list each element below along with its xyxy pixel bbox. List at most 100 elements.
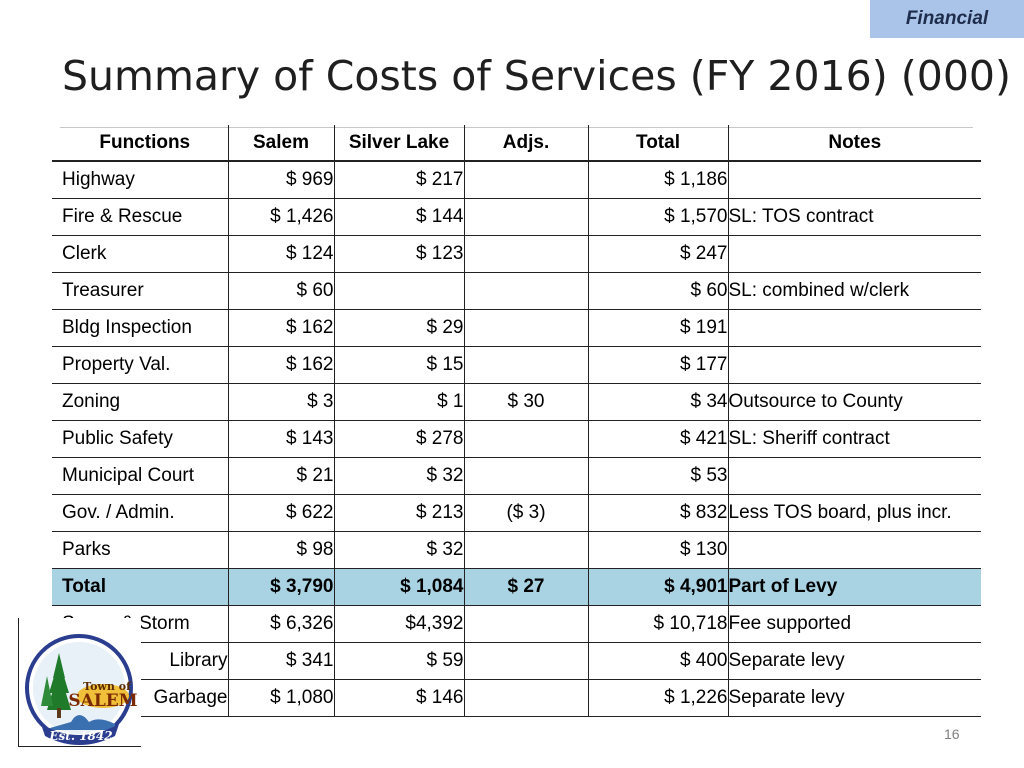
- cell-notes: Separate levy: [727, 679, 981, 717]
- cell-total: $ 247: [587, 235, 728, 273]
- cell-notes: SL: Sheriff contract: [727, 420, 981, 458]
- col-header-adjs: Adjs.: [463, 125, 588, 162]
- cell-adjs: [463, 272, 588, 310]
- cell-notes: SL: TOS contract: [727, 198, 981, 236]
- logo-text-est: Est. 1842: [48, 729, 112, 743]
- costs-table: Functions Salem Silver Lake Adjs. Total …: [52, 125, 981, 717]
- cell-adjs: [463, 605, 588, 643]
- cell-salem: $ 3,790: [227, 568, 334, 606]
- cell-adjs: [463, 457, 588, 495]
- cell-salem: $ 1,426: [227, 198, 334, 236]
- cell-silver-lake: $ 217: [333, 161, 464, 199]
- table-row: Parks $ 98 $ 32 $ 130: [52, 531, 981, 569]
- cell-salem: $ 341: [227, 642, 334, 680]
- cell-function: Fire & Rescue: [52, 198, 228, 236]
- cell-notes: Outsource to County: [727, 383, 981, 421]
- cell-total: $ 1,226: [587, 679, 728, 717]
- total-row: Total $ 3,790 $ 1,084 $ 27 $ 4,901 Part …: [52, 568, 981, 606]
- cell-silver-lake: $ 144: [333, 198, 464, 236]
- cell-silver-lake: $ 278: [333, 420, 464, 458]
- table-row: Treasurer $ 60 $ 60 SL: combined w/clerk: [52, 272, 981, 310]
- cell-adjs: [463, 161, 588, 199]
- cell-adjs: [463, 346, 588, 384]
- col-header-silver-lake: Silver Lake: [333, 125, 464, 162]
- cell-notes: [727, 531, 981, 569]
- cell-silver-lake: $ 29: [333, 309, 464, 347]
- cell-salem: $ 622: [227, 494, 334, 532]
- cell-function: Gov. / Admin.: [52, 494, 228, 532]
- cell-total: $ 832: [587, 494, 728, 532]
- cell-silver-lake: $ 1,084: [333, 568, 464, 606]
- cell-adjs: [463, 235, 588, 273]
- cell-salem: $ 1,080: [227, 679, 334, 717]
- page-title: Summary of Costs of Services (FY 2016) (…: [62, 52, 1012, 100]
- cell-silver-lake: $ 32: [333, 531, 464, 569]
- cell-silver-lake: $4,392: [333, 605, 464, 643]
- cell-total: $ 60: [587, 272, 728, 310]
- cell-adjs: [463, 642, 588, 680]
- cell-salem: $ 969: [227, 161, 334, 199]
- cell-adjs: ($ 3): [463, 494, 588, 532]
- table-row: Library $ 341 $ 59 $ 400 Separate levy: [52, 642, 981, 680]
- cell-silver-lake: $ 146: [333, 679, 464, 717]
- col-header-functions: Functions: [52, 125, 228, 162]
- cell-function: Bldg Inspection: [52, 309, 228, 347]
- cell-salem: $ 21: [227, 457, 334, 495]
- cell-total: $ 400: [587, 642, 728, 680]
- cell-total: $ 130: [587, 531, 728, 569]
- table-row: Zoning $ 3 $ 1 $ 30 $ 34 Outsource to County: [52, 383, 981, 421]
- col-header-total: Total: [587, 125, 728, 162]
- section-tag: Financial: [870, 0, 1024, 38]
- cell-salem: $ 124: [227, 235, 334, 273]
- cell-notes: Part of Levy: [727, 568, 981, 606]
- table-row: Clerk $ 124 $ 123 $ 247: [52, 235, 981, 273]
- cell-function: Municipal Court: [52, 457, 228, 495]
- cell-silver-lake: $ 213: [333, 494, 464, 532]
- cell-adjs: [463, 309, 588, 347]
- cell-total: $ 34: [587, 383, 728, 421]
- cell-notes: Less TOS board, plus incr.: [727, 494, 981, 532]
- cell-salem: $ 3: [227, 383, 334, 421]
- town-of-salem-logo: Town of SALEM Est. 1842: [18, 618, 141, 747]
- cell-total: $ 1,186: [587, 161, 728, 199]
- cell-silver-lake: [333, 272, 464, 310]
- table-row: Fire & Rescue $ 1,426 $ 144 $ 1,570 SL: TOS …: [52, 198, 981, 236]
- cell-adjs: [463, 679, 588, 717]
- cell-notes: [727, 235, 981, 273]
- cell-function: Highway: [52, 161, 228, 199]
- cell-function: Parks: [52, 531, 228, 569]
- cell-total: $ 10,718: [587, 605, 728, 643]
- cell-notes: [727, 309, 981, 347]
- cell-silver-lake: $ 59: [333, 642, 464, 680]
- table-row: Property Val. $ 162 $ 15 $ 177: [52, 346, 981, 384]
- cell-function: Total: [52, 568, 228, 606]
- cell-salem: $ 143: [227, 420, 334, 458]
- cell-total: $ 191: [587, 309, 728, 347]
- table-row: Bldg Inspection $ 162 $ 29 $ 191: [52, 309, 981, 347]
- col-header-salem: Salem: [227, 125, 334, 162]
- col-header-notes: Notes: [727, 125, 981, 162]
- table-row: Garbage $ 1,080 $ 146 $ 1,226 Separate levy: [52, 679, 981, 717]
- logo-text-town: Town of: [83, 680, 132, 693]
- logo-text-salem: SALEM: [68, 691, 137, 711]
- cell-function: Public Safety: [52, 420, 228, 458]
- cell-salem: $ 60: [227, 272, 334, 310]
- table-header-row: Functions Salem Silver Lake Adjs. Total …: [52, 125, 981, 162]
- page-number: 16: [944, 726, 960, 742]
- cell-function: Property Val.: [52, 346, 228, 384]
- table-row: Municipal Court $ 21 $ 32 $ 53: [52, 457, 981, 495]
- table-row: Public Safety $ 143 $ 278 $ 421 SL: Sheriff …: [52, 420, 981, 458]
- cell-notes: [727, 161, 981, 199]
- cell-adjs: [463, 531, 588, 569]
- cell-silver-lake: $ 123: [333, 235, 464, 273]
- cell-total: $ 4,901: [587, 568, 728, 606]
- cell-silver-lake: $ 32: [333, 457, 464, 495]
- table-row: Highway $ 969 $ 217 $ 1,186: [52, 161, 981, 199]
- cell-salem: $ 162: [227, 346, 334, 384]
- cell-silver-lake: $ 1: [333, 383, 464, 421]
- cell-salem: $ 98: [227, 531, 334, 569]
- cell-function: Clerk: [52, 235, 228, 273]
- cell-silver-lake: $ 15: [333, 346, 464, 384]
- cell-adjs: $ 27: [463, 568, 588, 606]
